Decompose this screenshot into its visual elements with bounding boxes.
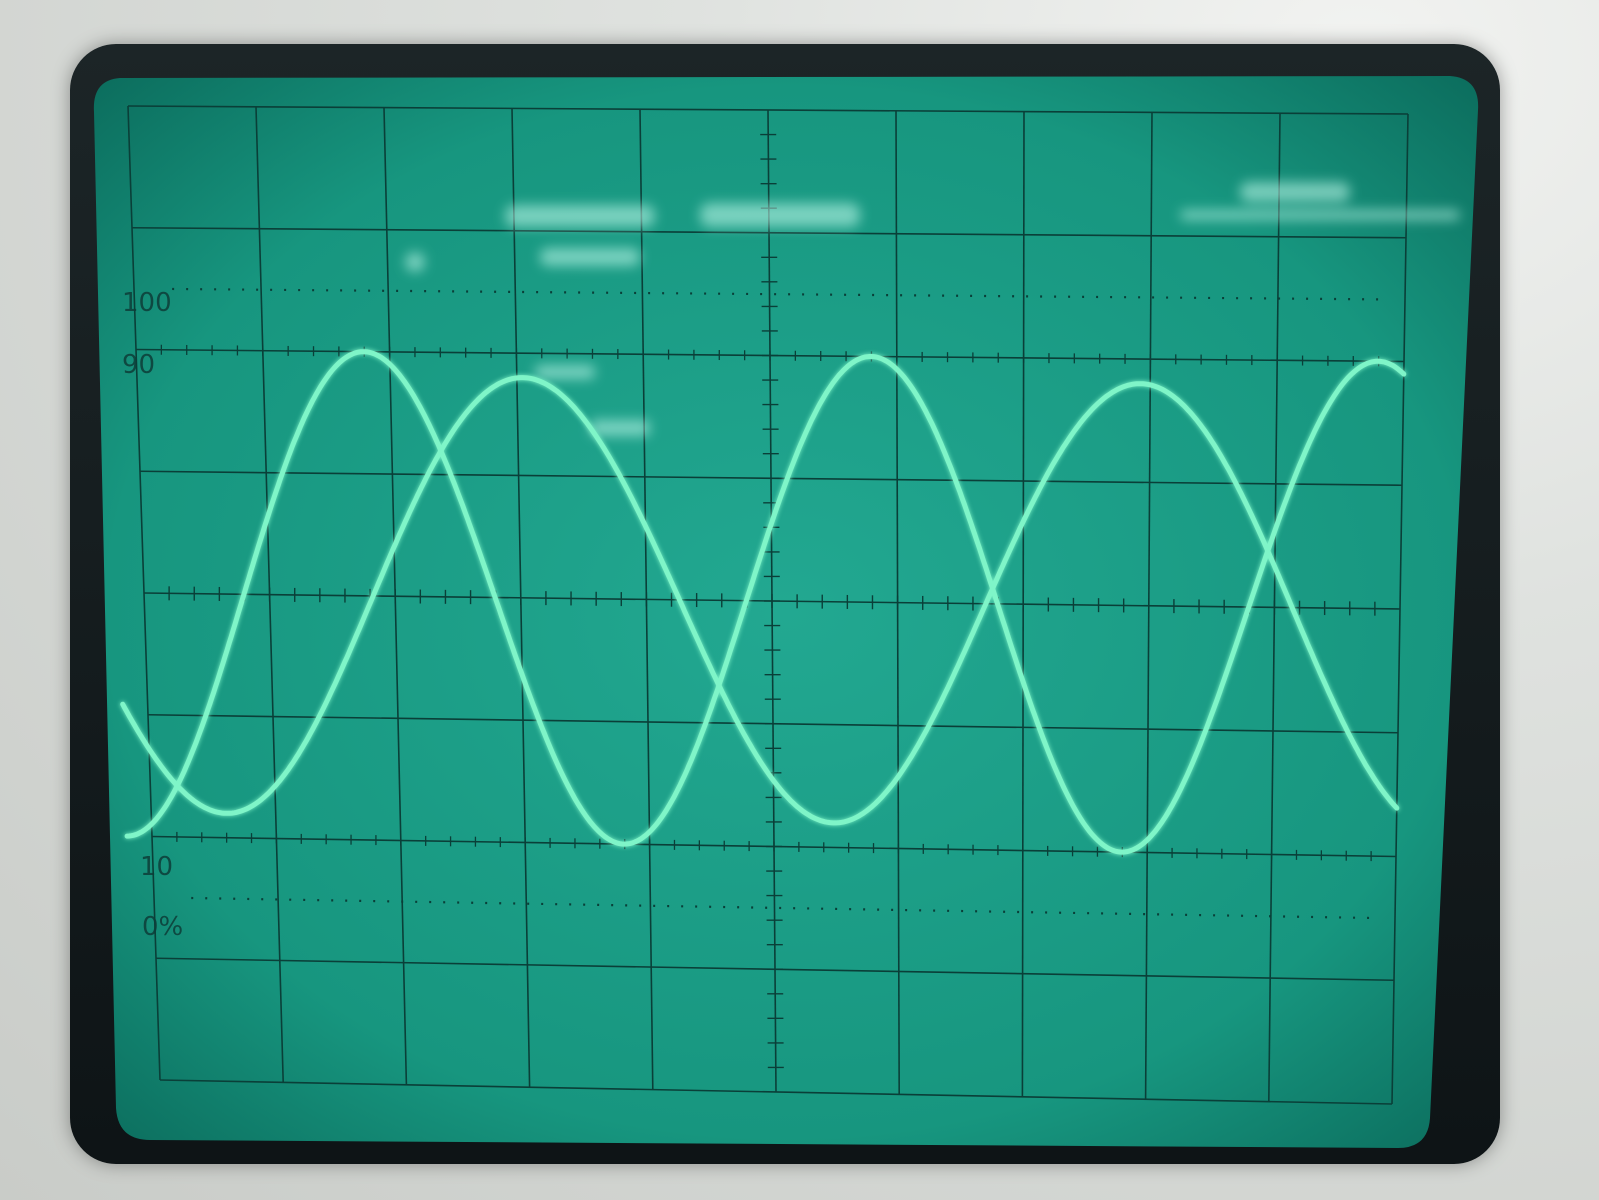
graticule-dotted-lines <box>172 287 1380 920</box>
label-90: 90 <box>122 350 155 380</box>
reflection-strip <box>505 205 655 227</box>
graticule-dotted-line <box>172 287 1380 301</box>
waveform-trace-b <box>120 375 1400 826</box>
reflection-strip <box>535 365 595 379</box>
graticule-horizontal-line <box>159 1079 1393 1105</box>
graticule-dotted-line <box>191 896 1371 920</box>
phosphor-face <box>93 76 1479 1148</box>
waveform-traces <box>120 349 1407 855</box>
waveform-trace-a <box>124 349 1407 855</box>
label-0-percent: 0% <box>142 912 183 942</box>
graticule <box>127 105 1409 1105</box>
reflection-spot <box>405 252 425 272</box>
graticule-horizontal-line <box>127 105 1409 115</box>
screen-reflections <box>405 182 1460 436</box>
reflection-strip <box>590 420 650 436</box>
scale-labels: 100 90 10 0% <box>122 288 183 942</box>
label-100: 100 <box>122 288 172 318</box>
reflection-strip <box>1180 210 1460 220</box>
reflection-strip <box>1240 182 1350 202</box>
reflection-strip <box>540 248 640 266</box>
label-10: 10 <box>140 852 173 882</box>
reflection-strip <box>700 203 860 227</box>
